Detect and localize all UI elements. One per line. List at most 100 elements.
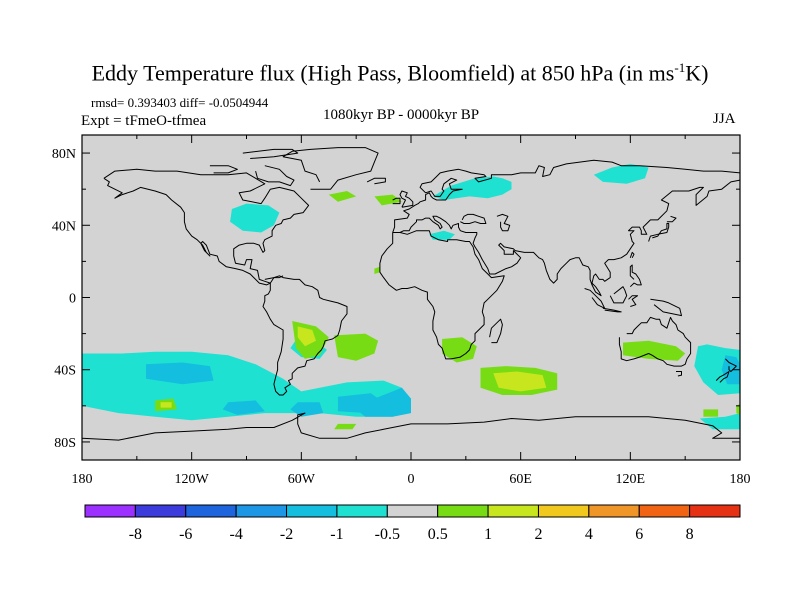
colorbar-swatch — [286, 504, 338, 518]
chart-title-unit-sup: -1 — [674, 60, 686, 75]
coastline — [725, 358, 737, 372]
y-tick-label: 0 — [69, 292, 76, 307]
coastline — [379, 230, 505, 360]
coastline — [103, 168, 310, 286]
colorbar-swatch — [537, 504, 590, 518]
colorbar-label: 1 — [484, 526, 492, 543]
coastline — [676, 371, 682, 377]
period-label: 1080kyr BP - 0000kyr BP — [323, 107, 480, 123]
coastline — [82, 412, 740, 441]
coastline — [618, 316, 692, 367]
coastline — [489, 318, 503, 344]
coastline — [242, 148, 299, 159]
colorbar-swatch — [134, 504, 187, 518]
coastline — [366, 177, 386, 185]
chart-title-unit-tail: K) — [685, 60, 709, 86]
anomaly-region — [337, 393, 384, 414]
coastline — [648, 223, 670, 242]
coastline — [392, 159, 740, 233]
y-tick-label: 40N — [52, 219, 76, 234]
coastline — [629, 251, 635, 259]
coastline — [460, 213, 487, 224]
anomaly-region — [736, 404, 740, 415]
colorbar-label: -6 — [179, 526, 192, 543]
season-label: JJA — [713, 111, 736, 127]
colorbar-label: 0.5 — [428, 526, 448, 543]
colorbar-label: -4 — [229, 526, 242, 543]
coastline — [262, 275, 348, 396]
y-tick-label: 80N — [52, 147, 76, 162]
anomaly-region — [334, 423, 357, 430]
colorbar-label: -1 — [330, 526, 343, 543]
anomaly-region — [146, 362, 214, 385]
anomaly-regions — [82, 163, 740, 430]
stats-label: rmsd= 0.393403 diff= -0.0504944 — [91, 95, 269, 110]
colorbar-label: -0.5 — [375, 526, 400, 543]
y-tick-label: 40S — [54, 364, 76, 379]
anomaly-region — [623, 340, 686, 361]
colorbar-swatch — [235, 504, 288, 518]
chart-title: Eddy Temperature flux (High Pass, Bloomf… — [0, 60, 800, 86]
anomaly-region — [493, 371, 547, 392]
coastline — [602, 307, 622, 313]
colorbar-label: 6 — [635, 526, 643, 543]
colorbar-swatch — [336, 504, 388, 518]
chart-title-main: Eddy Temperature flux (High Pass, Bloomf… — [91, 60, 675, 86]
colorbar-label: -2 — [280, 526, 293, 543]
anomaly-region — [160, 402, 172, 408]
coastline — [609, 286, 628, 304]
anomaly-region — [222, 400, 265, 415]
colorbar-label: 8 — [686, 526, 694, 543]
anomaly-region — [374, 266, 380, 274]
map-plot-area: 180 120W 60W 0 60E 120E 180 80N 40N 0 40S 80S — [52, 134, 751, 487]
anomaly-region — [703, 409, 719, 417]
anomaly-region — [442, 337, 477, 363]
coastline — [629, 264, 642, 288]
coastline — [255, 165, 295, 187]
x-tick-label: 0 — [408, 472, 415, 487]
coastline — [209, 165, 238, 174]
colorbar: -8 -6 -4 -2 -1 -0.5 0.5 1 2 4 6 8 — [84, 504, 741, 543]
coastline — [628, 295, 639, 307]
experiment-label: Expt = tFmeO-tfmea — [81, 113, 207, 129]
x-tick-label: 120E — [616, 472, 646, 487]
anomaly-region — [230, 203, 280, 233]
colorbar-swatch — [84, 504, 136, 518]
x-tick-label: 60E — [509, 472, 532, 487]
anomaly-region — [328, 191, 357, 202]
coastlines — [82, 147, 740, 441]
anomaly-region — [334, 333, 379, 361]
coastline — [584, 288, 606, 309]
x-tick-label: 180 — [730, 472, 751, 487]
coastline — [715, 371, 730, 383]
colorbar-swatch — [185, 504, 237, 518]
coastline — [666, 215, 677, 223]
coastline — [650, 298, 682, 317]
colorbar-swatch — [689, 504, 741, 518]
anomaly-region — [297, 326, 316, 347]
anomaly-region — [429, 230, 455, 240]
coastline — [496, 213, 511, 232]
x-tick-label: 120W — [175, 472, 210, 487]
colorbar-label: -8 — [129, 526, 142, 543]
colorbar-label: 2 — [534, 526, 542, 543]
y-tick-label: 80S — [54, 436, 76, 451]
anomaly-region — [432, 176, 512, 200]
coastline — [399, 179, 740, 297]
x-tick-label: 60W — [288, 472, 316, 487]
colorbar-swatch — [437, 504, 489, 518]
x-tick-label: 180 — [72, 472, 93, 487]
anomaly-region — [290, 402, 324, 417]
coastline — [399, 190, 414, 208]
colorbar-swatch — [487, 504, 539, 518]
coastline — [264, 275, 284, 280]
colorbar-label: 4 — [585, 526, 593, 543]
colorbar-swatch — [638, 504, 691, 518]
colorbar-swatch — [588, 504, 640, 518]
coastline — [282, 147, 379, 190]
colorbar-swatch — [386, 504, 439, 518]
anomaly-region — [593, 163, 649, 184]
anomaly-region — [374, 194, 402, 206]
coastline — [392, 197, 401, 205]
